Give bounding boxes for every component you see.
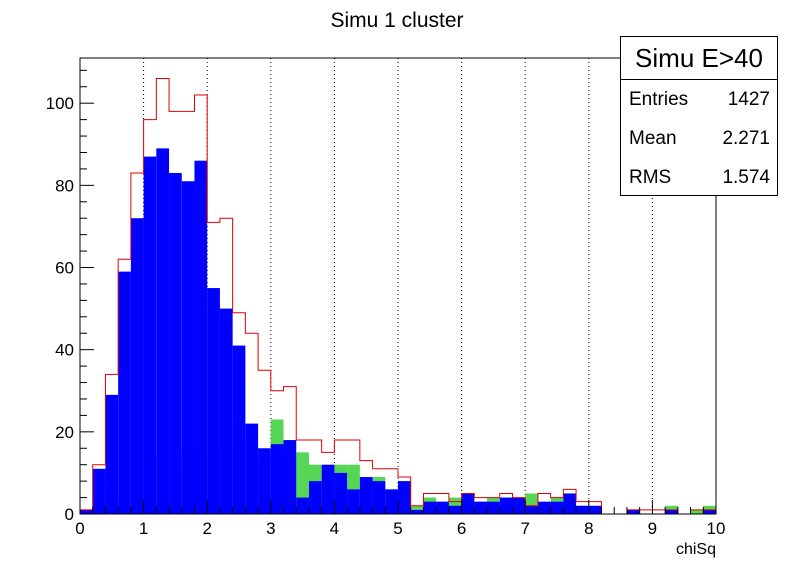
bar xyxy=(219,308,233,514)
x-tick-label: 1 xyxy=(139,519,148,538)
bar xyxy=(92,468,106,514)
bar xyxy=(499,497,513,514)
bar xyxy=(118,271,131,514)
bar xyxy=(563,493,577,514)
bar xyxy=(550,501,564,514)
entries-value: 1427 xyxy=(727,89,770,110)
x-tick-label: 8 xyxy=(584,519,593,538)
bar xyxy=(398,481,411,514)
bar xyxy=(80,509,93,514)
bar xyxy=(626,509,640,514)
series-blue-bars xyxy=(80,148,716,515)
x-tick-label: 4 xyxy=(330,519,339,538)
bar xyxy=(525,505,538,514)
y-tick-label: 100 xyxy=(46,94,74,113)
bar xyxy=(448,505,462,514)
bar xyxy=(487,501,500,514)
y-tick-label: 20 xyxy=(55,423,74,442)
bar xyxy=(270,444,284,514)
x-axis-title: chiSq xyxy=(676,541,716,558)
y-tick-label: 40 xyxy=(55,341,74,360)
bar xyxy=(296,497,309,514)
rms-label: RMS xyxy=(629,167,672,188)
entries-label: Entries xyxy=(629,89,689,110)
bar xyxy=(143,156,157,514)
series-red-outline xyxy=(79,78,717,515)
bar xyxy=(703,509,716,514)
stats-title: Simu E>40 xyxy=(621,37,777,80)
bar xyxy=(321,464,335,514)
x-tick-label: 7 xyxy=(520,519,529,538)
stats-row-entries: Entries 1427 xyxy=(621,80,777,119)
bar xyxy=(359,477,373,514)
bar xyxy=(665,509,678,514)
bar xyxy=(308,481,322,514)
bar xyxy=(588,505,602,514)
bar xyxy=(258,448,271,514)
bar xyxy=(181,181,195,515)
bar xyxy=(474,501,488,514)
rms-value: 1.574 xyxy=(722,167,770,188)
x-tick-label: 5 xyxy=(393,519,402,538)
stats-box: Simu E>40 Entries 1427 Mean 2.271 RMS 1.… xyxy=(620,36,778,196)
chart-title: Simu 1 cluster xyxy=(330,9,463,32)
bar xyxy=(410,509,424,514)
x-tick-label: 2 xyxy=(202,519,211,538)
x-tick-label: 3 xyxy=(266,519,275,538)
bar xyxy=(207,288,220,514)
bar xyxy=(461,493,475,514)
x-tick-label: 0 xyxy=(75,519,84,538)
stats-row-rms: RMS 1.574 xyxy=(621,158,777,197)
bar xyxy=(372,481,386,514)
x-tick-label: 10 xyxy=(707,519,726,538)
bar xyxy=(334,472,348,514)
bar xyxy=(690,509,704,514)
bar xyxy=(576,505,589,514)
mean-value: 2.271 xyxy=(722,128,770,149)
bar xyxy=(512,497,526,514)
bar xyxy=(245,423,259,514)
x-tick-label: 9 xyxy=(648,519,657,538)
bar xyxy=(537,501,551,514)
bar xyxy=(105,394,119,514)
bar xyxy=(232,345,246,514)
y-tick-label: 60 xyxy=(55,259,74,278)
bar xyxy=(423,501,437,514)
y-tick-label: 80 xyxy=(55,176,74,195)
bar xyxy=(385,489,398,514)
bar xyxy=(130,218,144,514)
bar xyxy=(156,148,170,515)
series-red-line xyxy=(79,78,717,515)
stats-row-mean: Mean 2.271 xyxy=(621,119,777,158)
x-tick-label: 6 xyxy=(457,519,466,538)
bar xyxy=(436,501,449,514)
bar xyxy=(283,440,297,514)
bar xyxy=(169,173,182,514)
bar xyxy=(347,489,360,514)
y-tick-label: 0 xyxy=(65,505,74,524)
mean-label: Mean xyxy=(629,128,677,149)
bar xyxy=(194,160,208,514)
